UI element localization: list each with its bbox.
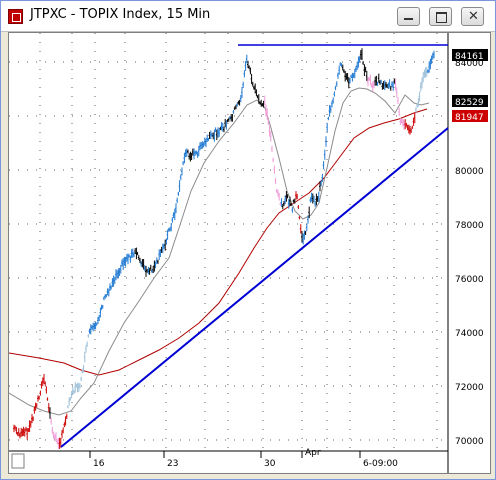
y-tick-label: 74000 — [455, 329, 484, 339]
scroll-box[interactable] — [11, 453, 25, 469]
x-tick-label: 6-09:00 — [363, 459, 398, 469]
title-bar[interactable]: JTPXC - TOPIX Index, 15 Min ✕ — [1, 1, 495, 32]
price-tag-bg — [452, 110, 488, 122]
price-tag-bg — [452, 95, 488, 107]
price-tag-label: 82529 — [455, 98, 484, 108]
price-tag-label: 81947 — [455, 113, 484, 123]
x-tick-label: 30 — [264, 459, 276, 469]
y-tick-label: 78000 — [455, 221, 484, 231]
fast-ma-line — [8, 87, 430, 416]
chart-area[interactable]: 7000072000740007600078000800008200084000… — [8, 32, 491, 474]
y-tick-label: 80000 — [455, 167, 484, 177]
slow-ma-line — [8, 108, 428, 376]
price-chart[interactable]: 7000072000740007600078000800008200084000… — [8, 33, 490, 473]
y-tick-label: 70000 — [455, 437, 484, 447]
minimize-icon — [404, 18, 413, 20]
maximize-button[interactable] — [429, 7, 452, 26]
window-title: JTPXC - TOPIX Index, 15 Min — [30, 7, 211, 22]
x-tick-label: 16 — [93, 459, 105, 469]
app-icon — [8, 9, 23, 24]
x-tick-label: Apr — [305, 448, 321, 458]
maximize-icon — [436, 12, 447, 23]
y-tick-label: 84000 — [455, 59, 484, 69]
close-button[interactable]: ✕ — [461, 7, 484, 26]
x-tick-label: 23 — [167, 459, 178, 469]
y-tick-label: 76000 — [455, 275, 484, 285]
y-tick-label: 72000 — [455, 383, 484, 393]
price-tag-bg — [452, 49, 488, 61]
minimize-button[interactable] — [397, 7, 420, 26]
support-trendline — [60, 127, 449, 448]
price-tag-label: 84161 — [455, 52, 484, 62]
close-icon: ✕ — [468, 9, 479, 24]
